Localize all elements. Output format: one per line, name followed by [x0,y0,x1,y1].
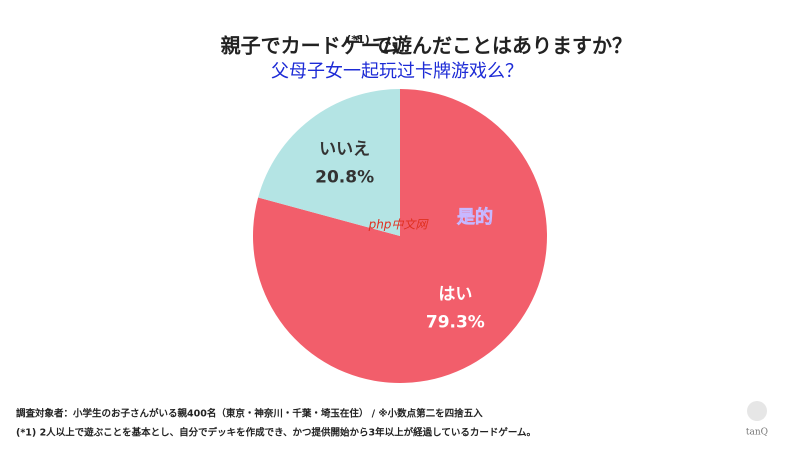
footnote: 調査対象者：小学生のお子さんがいる親400名（東京・神奈川・千葉・埼玉在住） /… [16,408,483,420]
pie-slice [258,89,400,236]
slice-label: いいえ [319,140,370,160]
logo-icon [747,401,767,421]
subtitle: 父母子女一起玩过卡牌游戏么？ [271,61,523,82]
value-label: 20.8% [315,168,374,188]
slice-label: はい [438,284,472,304]
chart-title-rest: で遊んだことはありますか？ [372,34,632,58]
annotation: 是的 [456,206,493,228]
pie-slice [252,89,547,383]
watermark: php中文网 [368,218,430,232]
title-note: (*1) [346,33,369,46]
pie: はい 79.3% いいえ 20.8% [252,89,547,383]
footnote: (*1) 2人以上で遊ぶことを基本とし、自分でデッキを作成でき、かつ提供開始から… [16,427,536,439]
logo: tanQ [746,428,768,438]
value-label: 79.3% [426,312,485,332]
chart-title: 親子でカードゲーム [221,34,400,58]
